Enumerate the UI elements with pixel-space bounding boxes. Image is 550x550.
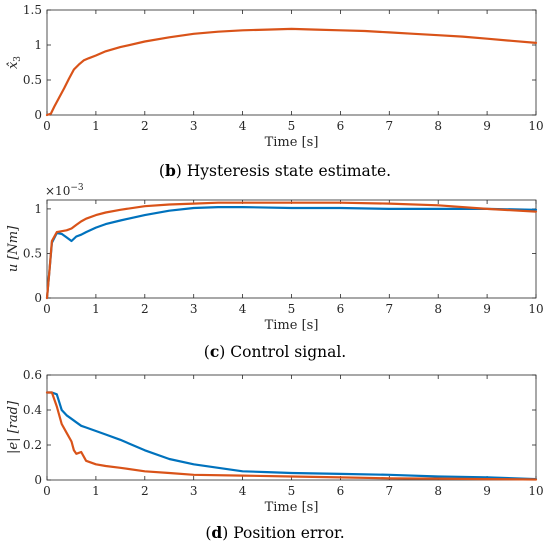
x-tick-label: 9 — [483, 484, 491, 498]
x-tick-label: 7 — [385, 302, 393, 316]
x-tick-label: 3 — [190, 302, 198, 316]
panel-caption: (d) Position error. — [205, 523, 344, 542]
x-tick-label: 10 — [528, 484, 543, 498]
y-tick-label: 1 — [34, 38, 42, 52]
series-line-1 — [45, 206, 538, 300]
y-tick-label: 0 — [34, 291, 42, 305]
caption-text: Hysteresis state estimate. — [182, 162, 391, 180]
caption-paren-open: ( — [205, 524, 211, 542]
x-tick-label: 7 — [385, 119, 393, 133]
x-tick-label: 10 — [528, 302, 543, 316]
x-tick-label: 9 — [483, 302, 491, 316]
y-tick-label: 0.5 — [23, 246, 42, 260]
x-tick-label: 4 — [239, 302, 247, 316]
x-axis-label: Time [s] — [265, 318, 319, 333]
plot-area — [46, 9, 537, 116]
y-tick-label: 1.5 — [23, 3, 42, 17]
exponent-base: ×10 — [45, 184, 70, 198]
x-tick-label: 6 — [337, 119, 345, 133]
x-tick-label: 10 — [528, 119, 543, 133]
panel-caption: (b) Hysteresis state estimate. — [159, 161, 391, 180]
caption-letter: c — [210, 342, 219, 361]
y-axis-label-main: u [Nm] — [6, 225, 21, 272]
x-tick-label: 1 — [92, 484, 100, 498]
caption-paren-open: ( — [204, 343, 210, 361]
caption-paren-open: ( — [159, 162, 165, 180]
x-tick-label: 2 — [141, 119, 149, 133]
chart-panel-d: 0 1 2 3 4 5 6 7 8 9 10 0 0.2 0.4 0.6 Time [s] |e| [rad] (… — [6, 368, 544, 542]
x-tick-label: 7 — [385, 484, 393, 498]
exponent-power: −3 — [70, 183, 84, 193]
x-tick-label: 4 — [239, 119, 247, 133]
series-line-2 — [45, 201, 538, 300]
caption-paren-close: ) — [176, 162, 182, 180]
x-tick-label: 3 — [190, 484, 198, 498]
x-tick-label: 2 — [141, 484, 149, 498]
caption-paren-close: ) — [222, 524, 228, 542]
series-line-2 — [45, 391, 538, 481]
x-tick-label: 4 — [239, 484, 247, 498]
x-tick-label: 0 — [43, 302, 51, 316]
x-tick-label: 9 — [483, 119, 491, 133]
x-tick-label: 5 — [288, 119, 296, 133]
x-tick-label: 0 — [43, 484, 51, 498]
x-tick-label: 6 — [337, 302, 345, 316]
x-axis-label: Time [s] — [265, 135, 319, 150]
x-tick-label: 8 — [434, 302, 442, 316]
caption-text: Control signal. — [225, 343, 346, 361]
panel-caption: (c) Control signal. — [204, 342, 346, 361]
y-tick-label: 1 — [34, 202, 42, 216]
caption-letter: d — [211, 523, 222, 542]
plot-area — [46, 374, 537, 481]
x-tick-label: 5 — [288, 484, 296, 498]
x-tick-label: 8 — [434, 119, 442, 133]
x-axis-label: Time [s] — [265, 500, 319, 515]
y-tick-label: 0.5 — [23, 73, 42, 87]
series-line-1 — [45, 391, 538, 481]
y-axis-label-subscript: 3 — [13, 56, 23, 62]
series-line-1 — [45, 27, 538, 117]
y-tick-label: 0.2 — [23, 438, 42, 452]
y-axis-label-main: x̂ — [6, 61, 21, 69]
caption-text: Position error. — [228, 524, 344, 542]
x-tick-label: 5 — [288, 302, 296, 316]
x-tick-label: 0 — [43, 119, 51, 133]
x-tick-label: 3 — [190, 119, 198, 133]
y-tick-label: 0 — [34, 473, 42, 487]
y-tick-label: 0 — [34, 108, 42, 122]
y-tick-label: 0.4 — [23, 403, 42, 417]
x-tick-label: 2 — [141, 302, 149, 316]
caption-paren-close: ) — [219, 343, 225, 361]
y-axis-label-main: |e| [rad] — [6, 400, 21, 454]
x-tick-label: 1 — [92, 302, 100, 316]
y-axis-label: x̂3 — [6, 56, 23, 69]
plot-area — [46, 199, 537, 299]
y-axis-label: |e| [rad] — [6, 400, 21, 454]
x-tick-label: 1 — [92, 119, 100, 133]
x-tick-label: 6 — [337, 484, 345, 498]
caption-letter: b — [165, 161, 176, 180]
y-exponent-label: ×10−3 — [45, 183, 84, 198]
x-tick-label: 8 — [434, 484, 442, 498]
y-axis-label: u [Nm] — [6, 225, 21, 272]
y-tick-label: 0.6 — [23, 368, 42, 382]
